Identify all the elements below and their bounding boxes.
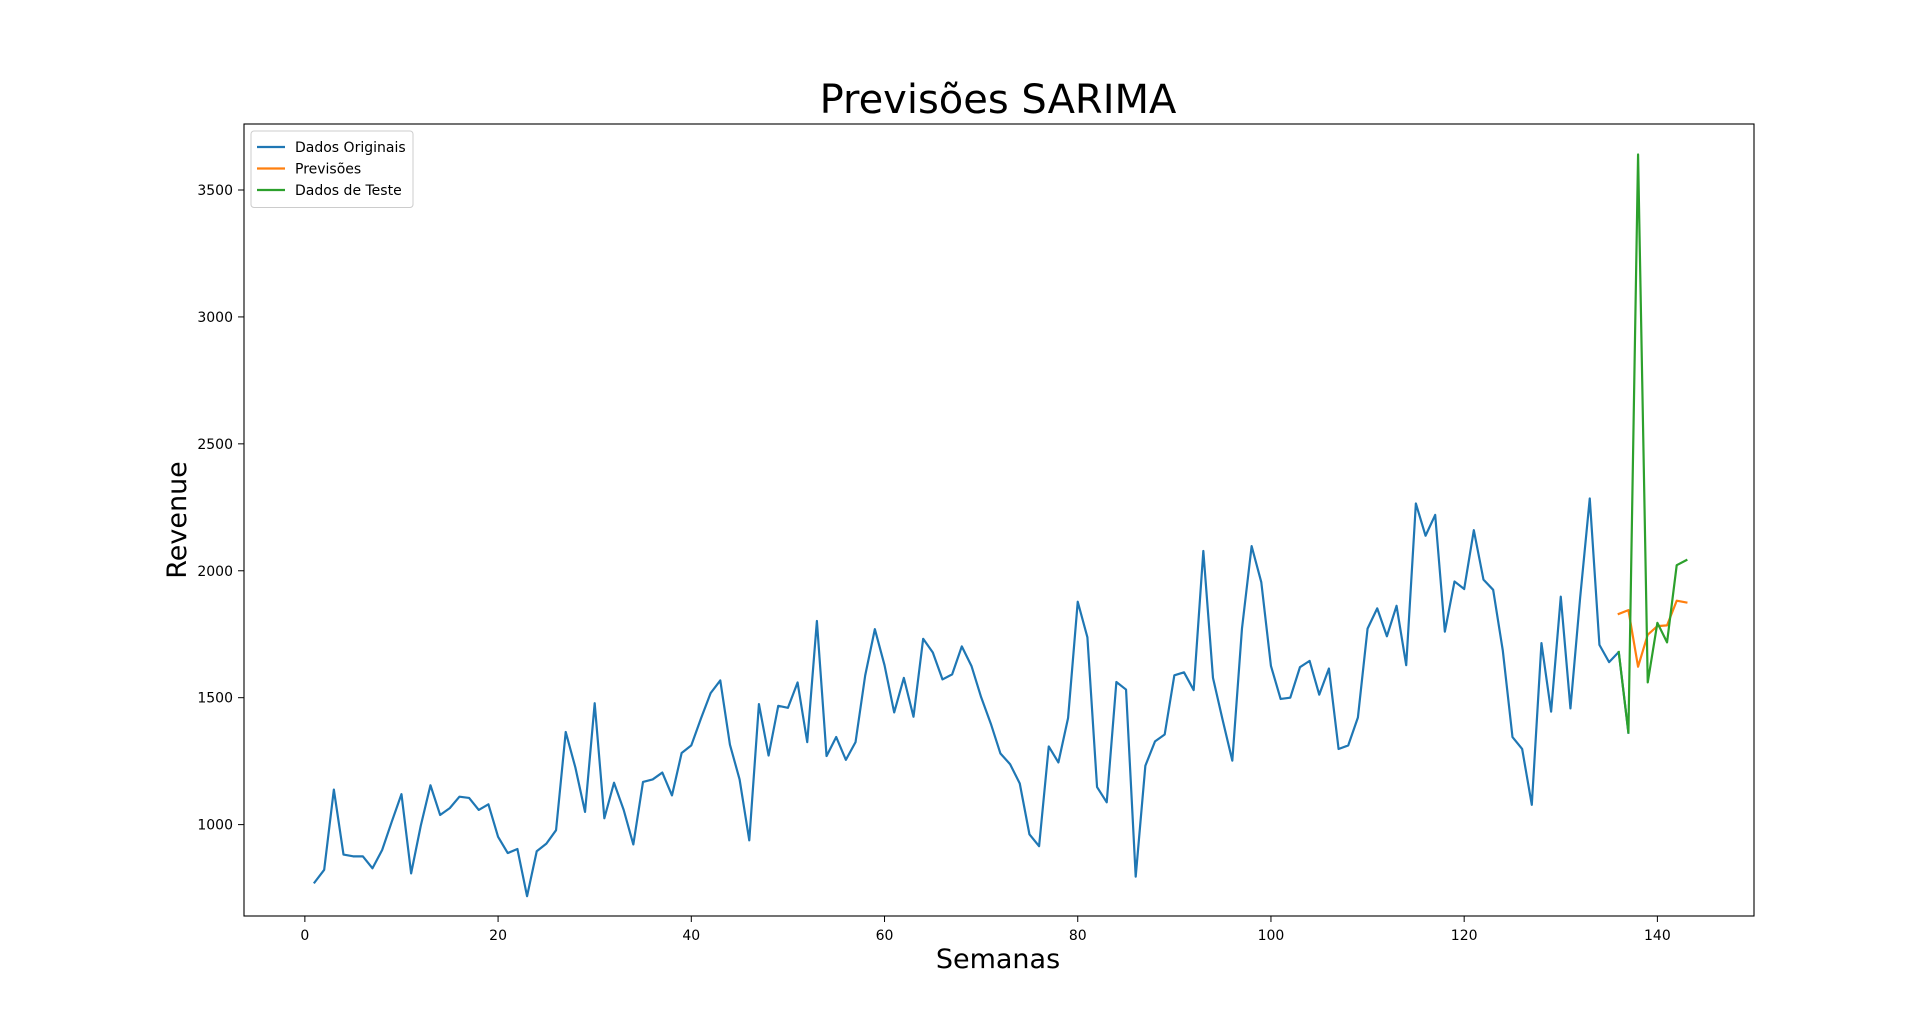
legend-box [250, 130, 414, 208]
y-tick-label: 2500 [197, 437, 233, 453]
x-tick-label: 0 [300, 928, 309, 944]
legend-entry-1: Previsões [295, 162, 361, 178]
plot-area [243, 123, 1755, 917]
chart-title: Previsões SARIMA [820, 77, 1177, 123]
plot-frame [243, 123, 1755, 917]
y-tick-label: 3000 [197, 310, 233, 326]
x-tick-label: 140 [1644, 928, 1671, 944]
y-tick-label: 3500 [197, 183, 233, 199]
series-line-2 [1617, 153, 1688, 734]
x-tick-label: 120 [1451, 928, 1478, 944]
x-axis-label: Semanas [936, 944, 1060, 975]
legend-entry-0: Dados Originais [295, 140, 406, 156]
y-axis-label: Revenue [162, 461, 193, 579]
x-tick-label: 20 [489, 928, 507, 944]
x-tick-label: 60 [876, 928, 894, 944]
axis-ticks: 0 20 40 60 80 100 120 140 1000 1500 2000 2500 3000 35… [197, 183, 1670, 944]
series-line-0 [312, 497, 1630, 898]
legend: Dados Originais Previsões Dados de Teste [250, 130, 414, 208]
x-tick-label: 40 [682, 928, 700, 944]
legend-entry-2: Dados de Teste [295, 183, 402, 199]
x-tick-label: 100 [1258, 928, 1285, 944]
x-tick-label: 80 [1069, 928, 1087, 944]
y-tick-label: 1500 [197, 691, 233, 707]
y-tick-label: 1000 [197, 818, 233, 834]
y-tick-label: 2000 [197, 564, 233, 580]
